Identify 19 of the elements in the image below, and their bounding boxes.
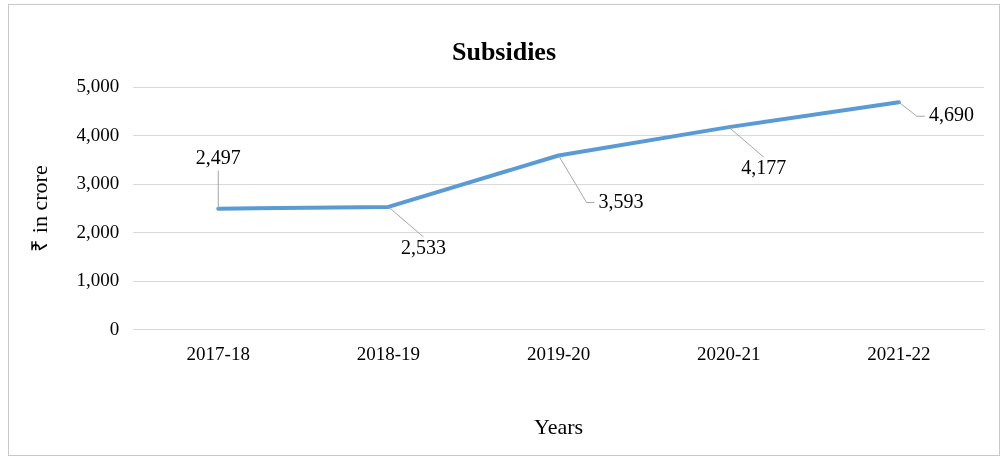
text: 2,497	[195, 145, 241, 168]
x-tick-label: 2018-19	[356, 343, 421, 365]
text: 2,533	[400, 236, 446, 259]
y-tick-label: 5,000	[76, 75, 120, 97]
y-tick-label: 1,000	[76, 269, 120, 291]
y-tick-label: 0	[109, 317, 120, 339]
x-tick-label: 2017-18	[186, 343, 250, 365]
text: 4,177	[741, 156, 787, 179]
y-tick-label: 2,000	[76, 220, 120, 242]
x-axis-title: Years	[534, 413, 584, 439]
text: 3,593	[598, 189, 644, 212]
text: 4,690	[928, 103, 974, 126]
x-tick-label: 2021-22	[867, 343, 931, 365]
x-tick-label: 2019-20	[526, 343, 591, 365]
y-tick-label: 3,000	[76, 172, 120, 194]
x-tick-label: 2020-21	[697, 343, 761, 365]
y-tick-label: 4,000	[76, 123, 120, 145]
chart-title: Subsidies	[451, 37, 557, 67]
y-axis-title: ₹ in crore	[26, 165, 52, 252]
